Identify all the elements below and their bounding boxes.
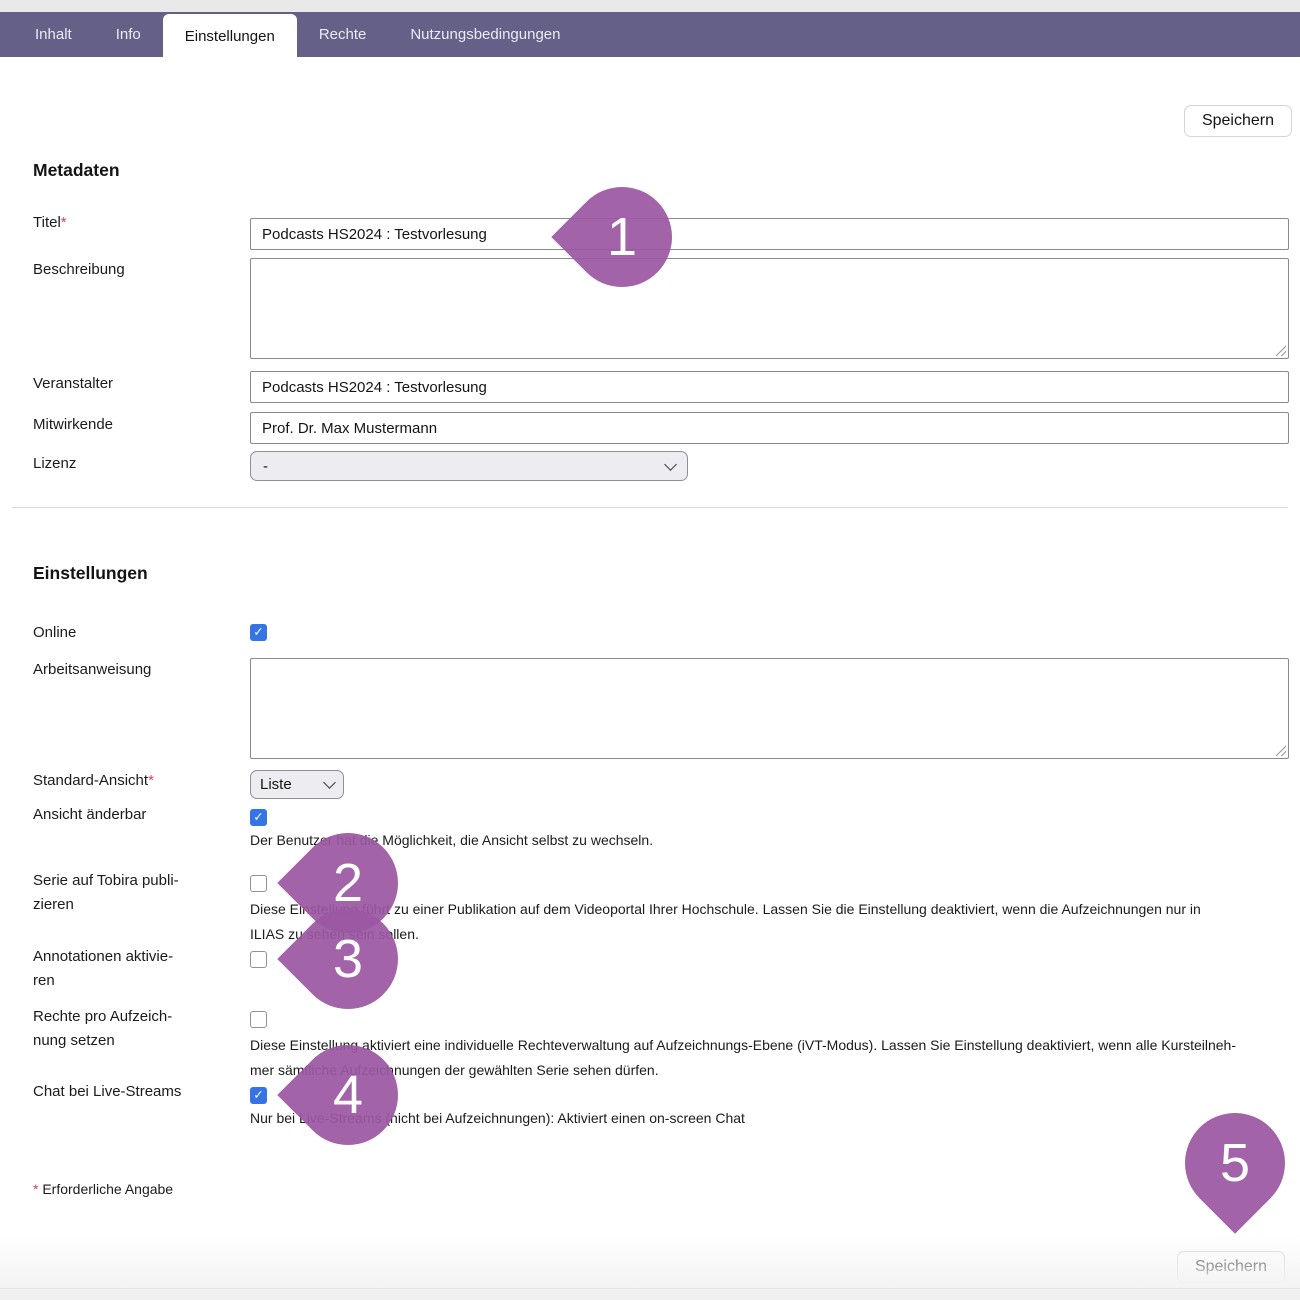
rechte-label: Rechte pro Aufzeich- nung setzen: [33, 1008, 173, 1049]
rechte-checkbox[interactable]: [250, 1011, 267, 1028]
ansicht-aenderbar-label: Ansicht änderbar: [33, 806, 147, 823]
required-footnote: * Erforderliche Angabe: [33, 1181, 173, 1197]
online-label: Online: [33, 624, 77, 641]
titel-label: Titel*: [33, 211, 238, 235]
lizenz-select[interactable]: -: [250, 451, 688, 481]
required-asterisk: *: [60, 214, 67, 231]
beschreibung-textarea-wrap: [250, 258, 1289, 359]
settings-heading: Einstellungen: [33, 563, 148, 583]
tab-einstellungen[interactable]: Einstellungen: [162, 14, 297, 62]
beschreibung-textarea[interactable]: [250, 258, 1289, 359]
tab-inhalt[interactable]: Inhalt: [35, 26, 72, 43]
bottom-strip: [0, 1288, 1300, 1300]
veranstalter-label: Veranstalter: [33, 375, 114, 392]
section-divider: [12, 507, 1288, 508]
titel-label-text: Titel: [33, 214, 61, 231]
required-footnote-text: Erforderliche Angabe: [42, 1181, 174, 1197]
lizenz-select-value: -: [263, 457, 268, 475]
chat-label: Chat bei Live-Streams: [33, 1083, 182, 1100]
required-asterisk: *: [33, 1181, 39, 1197]
standard-ansicht-select-value: Liste: [260, 776, 292, 793]
veranstalter-input[interactable]: [250, 371, 1289, 403]
online-checkbox[interactable]: [250, 624, 267, 641]
annotationen-label: Annotationen aktivie- ren: [33, 948, 174, 989]
chat-checkbox[interactable]: [250, 1087, 267, 1104]
bottom-fade: [0, 1233, 1300, 1288]
tobira-help: Diese Einstellung führt zu einer Publika…: [250, 901, 1201, 942]
chevron-down-icon: [664, 457, 677, 471]
tab-bar: Inhalt Info Einstellungen Rechte Nutzung…: [0, 12, 1300, 62]
arbeitsanweisung-textarea-wrap: [250, 658, 1289, 759]
standard-ansicht-select[interactable]: Liste: [250, 770, 344, 799]
metadata-heading: Metadaten: [33, 160, 120, 180]
lizenz-label: Lizenz: [33, 455, 77, 472]
chat-help: Nur bei Live-Streams (nicht bei Aufzeich…: [250, 1110, 745, 1126]
tab-info[interactable]: Info: [115, 26, 141, 43]
tab-rechte[interactable]: Rechte: [318, 26, 367, 43]
chevron-down-icon: [323, 776, 336, 789]
mitwirkende-input[interactable]: [250, 412, 1289, 444]
beschreibung-label: Beschreibung: [33, 261, 125, 278]
standard-ansicht-label: Standard-Ansicht*: [33, 769, 238, 793]
ansicht-aenderbar-help: Der Benutzer hat die Möglichkeit, die An…: [250, 832, 654, 848]
save-button-top[interactable]: Speichern: [1183, 105, 1292, 137]
annotationen-checkbox[interactable]: [250, 951, 267, 968]
titel-input[interactable]: [250, 218, 1289, 250]
top-strip: [0, 0, 1300, 12]
arbeitsanweisung-label: Arbeitsanweisung: [33, 661, 152, 678]
annotation-pin-5-number: 5: [1219, 1132, 1251, 1193]
tobira-label: Serie auf Tobira publi- zieren: [33, 872, 179, 913]
arbeitsanweisung-textarea[interactable]: [250, 658, 1289, 759]
required-asterisk: *: [148, 772, 154, 789]
mitwirkende-label: Mitwirkende: [33, 416, 114, 433]
tab-nutzungsbedingungen[interactable]: Nutzungsbedingungen: [410, 26, 561, 43]
standard-ansicht-label-text: Standard-Ansicht: [33, 772, 149, 789]
tobira-checkbox[interactable]: [250, 875, 267, 892]
rechte-help: Diese Einstellung aktiviert eine individ…: [250, 1037, 1236, 1078]
ansicht-aenderbar-checkbox[interactable]: [250, 809, 267, 826]
